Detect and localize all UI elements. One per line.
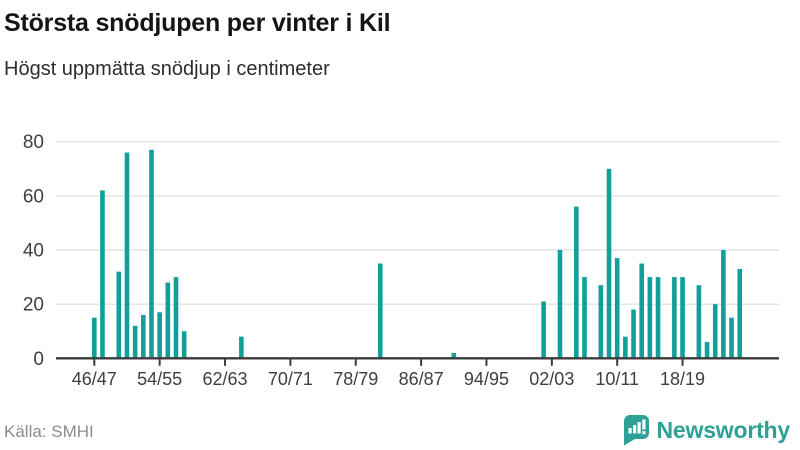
bar-06/07 <box>582 277 587 359</box>
bar-90/91 <box>451 352 457 359</box>
y-axis-label-80: 80 <box>23 132 44 153</box>
bar-20/21 <box>696 285 702 359</box>
bar-47/48 <box>100 190 105 359</box>
x-axis-label-54/55: 54/55 <box>137 369 182 389</box>
x-axis-label-18/19: 18/19 <box>660 369 705 389</box>
chart-subtitle: Högst uppmätta snödjup i centimeter <box>4 58 330 80</box>
x-axis-label-86/87: 86/87 <box>399 369 444 389</box>
bar-55/56 <box>165 282 171 359</box>
bar-09/10 <box>606 168 612 359</box>
bar-15/16 <box>655 277 661 359</box>
page-title: Största snödjupen per vinter i Kil <box>4 9 391 37</box>
source-label: Källa: SMHI <box>4 422 94 441</box>
x-axis-label-62/63: 62/63 <box>202 369 247 389</box>
brand-lockup: Newsworthy <box>621 414 790 446</box>
bar-chart-pin-icon <box>623 415 649 446</box>
bar-49/50 <box>116 271 122 359</box>
bar-03/04 <box>557 250 563 359</box>
bar-25/26 <box>737 268 743 359</box>
bar-21/22 <box>704 342 710 359</box>
y-axis-label-0: 0 <box>33 349 44 370</box>
bar-46/47 <box>92 317 97 359</box>
bar-56/57 <box>173 277 179 359</box>
bar-54/55 <box>157 312 162 359</box>
bar-52/53 <box>141 314 146 359</box>
x-axis-label-94/95: 94/95 <box>464 369 509 389</box>
bar-81/82 <box>377 263 383 359</box>
bar-57/58 <box>181 331 187 359</box>
bar-13/14 <box>639 263 644 359</box>
bar-14/15 <box>647 277 653 359</box>
bar-12/13 <box>631 309 636 359</box>
bar-17/18 <box>672 277 677 359</box>
x-axis-label-10/11: 10/11 <box>595 369 639 389</box>
y-axis-label-60: 60 <box>23 186 44 207</box>
chart-header: Största snödjupen per vinter i Kil Högst… <box>4 0 796 81</box>
bar-64/65 <box>239 336 244 359</box>
bar-50/51 <box>124 152 130 359</box>
bar-05/06 <box>574 206 579 359</box>
y-axis-label-20: 20 <box>23 295 44 316</box>
bar-01/02 <box>541 301 546 359</box>
bar-08/09 <box>598 285 604 359</box>
y-axis-label-40: 40 <box>23 241 44 262</box>
x-axis-label-46/47: 46/47 <box>72 369 117 389</box>
bar-22/23 <box>712 304 718 359</box>
bar-23/24 <box>721 250 726 359</box>
bar-51/52 <box>132 325 138 359</box>
x-axis-label-78/79: 78/79 <box>333 369 378 389</box>
bar-24/25 <box>729 317 734 359</box>
chart-footer: Källa: SMHI Newsworthy <box>0 408 800 450</box>
bar-53/54 <box>149 149 154 359</box>
x-axis-label-70/71: 70/71 <box>268 369 313 389</box>
bar-10/11 <box>614 258 620 359</box>
bar-18/19 <box>680 277 685 359</box>
brand-name: Newsworthy <box>656 416 791 443</box>
x-axis-label-02/03: 02/03 <box>529 369 574 389</box>
bar-11/12 <box>623 336 628 359</box>
